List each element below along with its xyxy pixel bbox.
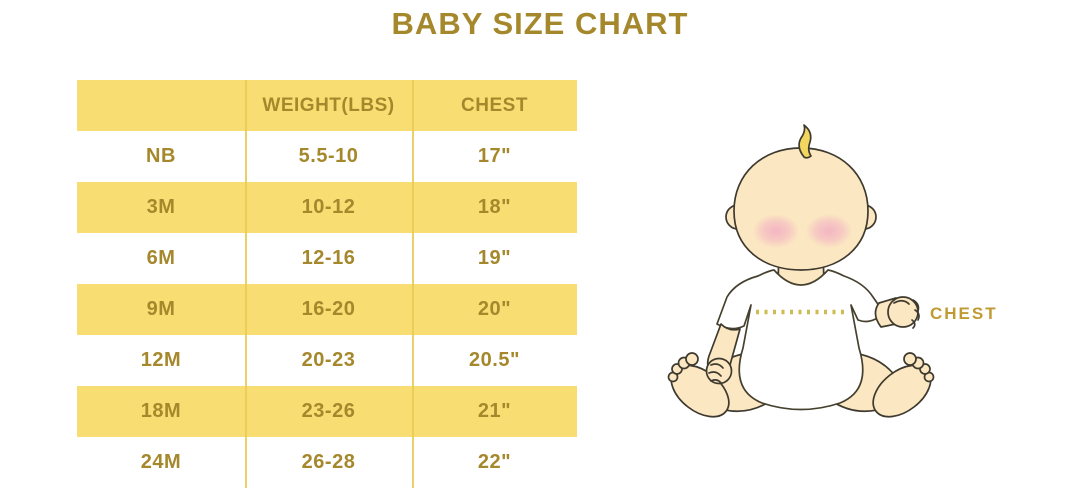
weight-cell: 12-16: [301, 247, 356, 269]
baby-left-fingers: [708, 363, 724, 384]
baby-left-cheek: [753, 214, 799, 248]
chest-cell: 19": [477, 247, 512, 269]
baby-right-toe: [903, 352, 917, 366]
table-row: 3M 10-12 18": [77, 182, 577, 233]
table-row: 9M 16-20 20": [77, 284, 577, 335]
baby-hair-curl: [798, 124, 812, 159]
size-cell: 6M: [146, 247, 176, 269]
table-header-row: WEIGHT(LBS) CHEST: [77, 80, 577, 131]
baby-head: [733, 147, 869, 271]
table-row: 18M 23-26 21": [77, 386, 577, 437]
size-table: WEIGHT(LBS) CHEST NB 5.5-10 17" 3M 10-12…: [77, 80, 577, 488]
size-cell: NB: [146, 145, 176, 167]
baby-left-toe: [685, 352, 699, 366]
size-cell: 18M: [140, 400, 182, 422]
column-header-size: [77, 80, 245, 131]
size-cell: 3M: [146, 196, 176, 218]
column-separator: [245, 80, 247, 488]
column-header-weight: WEIGHT(LBS): [262, 94, 395, 116]
chest-label: CHEST: [930, 304, 998, 323]
size-cell: 24M: [140, 451, 182, 473]
chest-cell: 18": [477, 196, 512, 218]
weight-cell: 20-23: [301, 349, 356, 371]
column-header-chest: CHEST: [461, 94, 528, 116]
table-row: 12M 20-23 20.5": [77, 335, 577, 386]
size-cell: 9M: [146, 298, 176, 320]
weight-cell: 23-26: [301, 400, 356, 422]
chest-cell: 20": [477, 298, 512, 320]
baby-onesie: [716, 269, 885, 411]
baby-illustration: CHEST: [660, 100, 1080, 492]
table-row: NB 5.5-10 17": [77, 131, 577, 182]
chest-cell: 20.5": [469, 349, 520, 371]
weight-cell: 26-28: [301, 451, 356, 473]
weight-cell: 16-20: [301, 298, 356, 320]
weight-cell: 10-12: [301, 196, 356, 218]
chest-cell: 17": [477, 145, 512, 167]
baby-figure: [667, 124, 935, 418]
chest-cell: 21": [477, 400, 512, 422]
size-cell: 12M: [140, 349, 182, 371]
baby-right-cheek: [806, 214, 852, 248]
page-title: BABY SIZE CHART: [391, 6, 689, 41]
table-row: 6M 12-16 19": [77, 233, 577, 284]
baby-left-hand: [705, 357, 733, 385]
table-row: 24M 26-28 22": [77, 437, 577, 488]
baby-fist-knuckles: [893, 299, 920, 329]
weight-cell: 5.5-10: [298, 145, 359, 167]
baby-svg: CHEST: [667, 124, 998, 418]
chest-cell: 22": [477, 451, 512, 473]
column-separator: [412, 80, 414, 488]
